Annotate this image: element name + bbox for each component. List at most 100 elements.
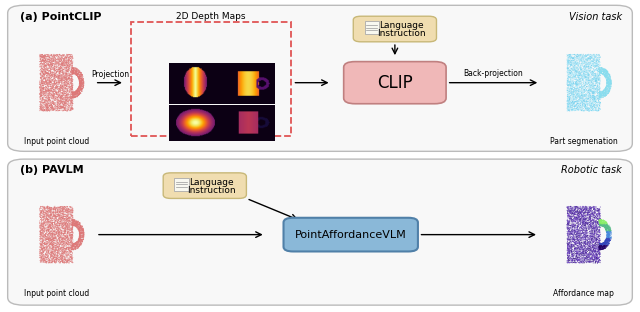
Point bbox=[595, 216, 605, 221]
Point bbox=[36, 68, 47, 73]
Point bbox=[71, 219, 81, 224]
Point bbox=[593, 241, 603, 246]
Point bbox=[579, 260, 589, 265]
Point bbox=[582, 61, 593, 66]
Point bbox=[589, 218, 599, 223]
Point bbox=[566, 103, 576, 108]
Point bbox=[44, 248, 54, 253]
Point bbox=[40, 89, 51, 94]
Point bbox=[52, 209, 63, 214]
Point bbox=[565, 244, 575, 249]
Point bbox=[44, 95, 54, 100]
Point bbox=[562, 222, 572, 227]
Point bbox=[579, 239, 589, 244]
Point bbox=[575, 87, 586, 92]
Point bbox=[575, 236, 586, 241]
Point bbox=[68, 92, 79, 97]
Point bbox=[595, 246, 605, 251]
Point bbox=[63, 241, 73, 246]
Point bbox=[603, 230, 613, 235]
Point bbox=[37, 88, 47, 93]
Point bbox=[570, 58, 580, 63]
Point bbox=[601, 225, 611, 230]
Point bbox=[571, 57, 581, 62]
Point bbox=[563, 56, 573, 61]
Point bbox=[47, 246, 58, 251]
Point bbox=[61, 74, 72, 79]
Point bbox=[66, 72, 76, 77]
Point bbox=[50, 78, 60, 83]
Point bbox=[566, 101, 576, 106]
Point bbox=[52, 225, 62, 230]
Point bbox=[78, 76, 88, 81]
Point bbox=[595, 223, 605, 228]
Point bbox=[585, 242, 595, 247]
Point bbox=[35, 225, 45, 230]
Point bbox=[578, 205, 588, 210]
Point bbox=[565, 64, 575, 69]
Point bbox=[572, 85, 582, 90]
Point bbox=[568, 105, 578, 110]
Point bbox=[574, 71, 584, 76]
Point bbox=[585, 241, 595, 246]
Point bbox=[598, 89, 608, 94]
Point bbox=[42, 58, 52, 63]
Point bbox=[67, 210, 77, 215]
Point bbox=[45, 66, 56, 71]
Point bbox=[579, 72, 589, 77]
Point bbox=[598, 90, 609, 95]
Point bbox=[35, 223, 45, 228]
Point bbox=[36, 76, 47, 80]
Point bbox=[593, 61, 603, 66]
Point bbox=[580, 217, 590, 222]
Point bbox=[43, 254, 53, 259]
Point bbox=[578, 230, 588, 235]
Point bbox=[74, 76, 84, 80]
Point bbox=[563, 218, 573, 223]
Point bbox=[596, 68, 606, 73]
Point bbox=[596, 92, 607, 97]
Point bbox=[593, 256, 603, 261]
Point bbox=[581, 62, 591, 67]
Point bbox=[75, 88, 85, 93]
Point bbox=[593, 212, 604, 217]
Text: Instruction: Instruction bbox=[187, 186, 236, 195]
Point bbox=[36, 230, 46, 235]
Point bbox=[52, 250, 63, 255]
Point bbox=[602, 226, 612, 231]
Point bbox=[36, 104, 46, 109]
Point bbox=[57, 222, 67, 227]
Point bbox=[73, 86, 83, 91]
Point bbox=[587, 100, 597, 105]
Point bbox=[568, 67, 578, 72]
Point bbox=[595, 105, 605, 110]
Point bbox=[584, 82, 595, 87]
Point bbox=[48, 57, 58, 62]
Point bbox=[35, 59, 45, 64]
Point bbox=[600, 240, 611, 245]
Point bbox=[41, 246, 51, 251]
Point bbox=[51, 61, 61, 66]
Point bbox=[43, 73, 53, 78]
Point bbox=[595, 97, 605, 102]
Point bbox=[42, 231, 52, 236]
Point bbox=[564, 84, 574, 89]
Point bbox=[59, 106, 69, 111]
Point bbox=[56, 228, 66, 233]
Point bbox=[591, 100, 602, 105]
Point bbox=[63, 245, 73, 250]
Point bbox=[58, 52, 68, 57]
Point bbox=[74, 232, 84, 237]
Point bbox=[43, 248, 53, 253]
Point bbox=[38, 222, 48, 227]
Point bbox=[603, 243, 613, 248]
Point bbox=[563, 234, 573, 239]
Point bbox=[58, 238, 68, 243]
Point bbox=[588, 86, 598, 91]
Point bbox=[569, 68, 579, 73]
Point bbox=[595, 243, 605, 248]
Point bbox=[67, 221, 77, 226]
Point bbox=[59, 219, 69, 224]
Point bbox=[570, 79, 580, 84]
Point bbox=[590, 94, 600, 99]
